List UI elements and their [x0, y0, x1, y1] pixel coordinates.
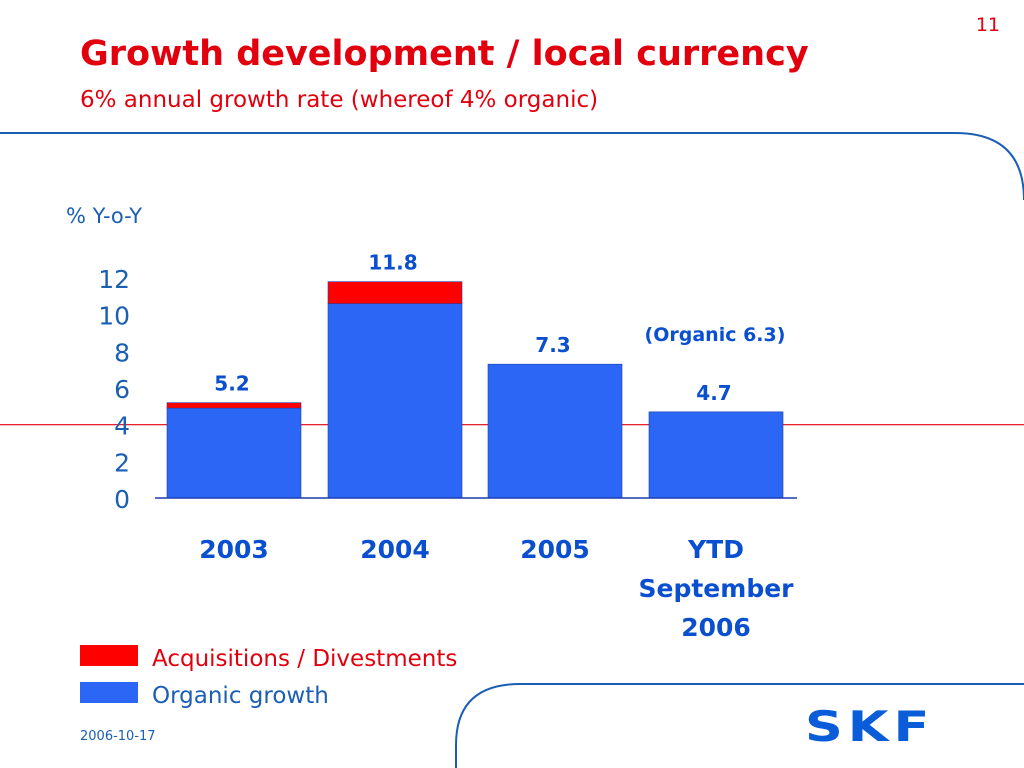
x-tick-label-3: YTD	[687, 535, 744, 564]
data-label-3: 4.7	[696, 381, 731, 405]
bottom-frame-line	[455, 683, 1024, 768]
bar-organic-1	[327, 303, 463, 499]
organic-annotation: (Organic 6.3)	[645, 324, 786, 346]
bar-organic-2	[487, 363, 623, 499]
y-tick-label: 6	[114, 375, 130, 404]
y-tick-label: 2	[114, 448, 130, 477]
skf-logo: SKF	[805, 702, 935, 751]
x-tick-label-2: 2005	[520, 535, 590, 564]
bar-acquisitions-1	[327, 281, 463, 304]
top-frame-line	[0, 132, 1024, 201]
slide-subtitle: 6% annual growth rate (whereof 4% organi…	[80, 87, 599, 113]
legend-swatch-acquisitions	[80, 645, 138, 666]
bar-acquisitions-0	[166, 402, 302, 409]
y-tick-label: 10	[98, 302, 130, 331]
bar-organic-3	[648, 411, 784, 499]
y-tick-label: 4	[114, 412, 130, 441]
footer-date: 2006-10-17	[80, 729, 156, 744]
page-number: 11	[975, 14, 1000, 36]
y-tick-label: 0	[114, 485, 130, 514]
x-tick-label-1: 2004	[360, 535, 430, 564]
x-tick-label-3: September	[639, 574, 795, 603]
y-tick-label: 8	[114, 338, 130, 367]
x-tick-label-3: 2006	[681, 613, 751, 642]
bar-organic-0	[166, 407, 302, 499]
x-tick-label-0: 2003	[199, 535, 269, 564]
data-label-0: 5.2	[214, 372, 249, 396]
slide-title: Growth development / local currency	[80, 34, 809, 74]
data-label-1: 11.8	[368, 251, 417, 275]
legend-swatch-organic	[80, 682, 138, 703]
legend-label-acquisitions: Acquisitions / Divestments	[152, 646, 458, 672]
legend-label-organic: Organic growth	[152, 683, 329, 709]
data-label-2: 7.3	[535, 333, 570, 357]
y-tick-label: 12	[98, 265, 130, 294]
y-axis-label: % Y-o-Y	[66, 204, 143, 228]
